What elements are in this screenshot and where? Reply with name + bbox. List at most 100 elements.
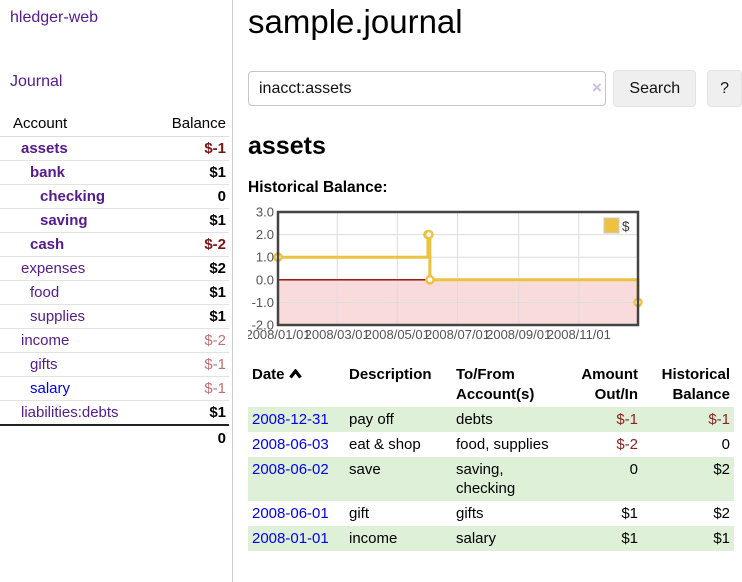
clear-search-icon[interactable]: ×	[592, 78, 602, 97]
accounts-total-row: 0	[0, 424, 229, 450]
register-cell-amount: 0	[629, 461, 638, 478]
account-balance: $-2	[154, 328, 229, 353]
register-header-tofrom: To/From Account(s)	[456, 366, 535, 403]
register-cell-balance: 0	[721, 436, 730, 453]
account-row: bank $1	[0, 160, 229, 185]
register-cell-date: 2008-01-01	[248, 526, 345, 551]
account-balance: $-1	[154, 352, 229, 377]
data-point-marker	[424, 229, 434, 240]
account-balance: $-1	[154, 136, 229, 161]
search-form: × Search ?	[248, 70, 742, 107]
account-link[interactable]: expenses	[21, 260, 86, 277]
account-row: expenses $2	[0, 256, 229, 281]
register-row: 2008-12-31 pay off debts $-1 $-1	[248, 407, 734, 432]
register-cell-accounts: debts	[456, 411, 493, 428]
register-cell-balance: $2	[713, 461, 730, 478]
search-input[interactable]	[248, 71, 607, 106]
register-cell-accounts: saving, checking	[456, 461, 516, 497]
svg-text:2008/07/01: 2008/07/01	[425, 327, 490, 342]
register-row: 2008-06-01 gift gifts $1 $2	[248, 501, 734, 526]
account-row: gifts $-1	[0, 352, 229, 377]
account-link[interactable]: liabilities:debts	[21, 404, 119, 421]
account-row: income $-2	[0, 328, 229, 353]
accounts-header-account: Account	[0, 112, 155, 137]
account-link[interactable]: bank	[30, 164, 66, 181]
svg-text:1.0: 1.0	[256, 250, 274, 265]
account-link[interactable]: food	[30, 284, 60, 301]
search-button[interactable]: Search	[613, 70, 697, 107]
account-link[interactable]: supplies	[30, 308, 86, 325]
account-balance: $1	[154, 160, 229, 185]
account-balance: $-1	[154, 376, 229, 401]
account-link[interactable]: gifts	[30, 356, 58, 373]
svg-text:2008/09/01: 2008/09/01	[486, 327, 551, 342]
account-link[interactable]: assets	[21, 140, 68, 157]
register-cell-description: eat & shop	[349, 436, 421, 453]
help-button[interactable]: ?	[707, 70, 742, 107]
transaction-date-link[interactable]: 2008-06-03	[252, 436, 329, 453]
register-cell-description: pay off	[349, 411, 394, 428]
svg-text:2008/01/01: 2008/01/01	[248, 327, 311, 342]
accounts-total-value: 0	[154, 424, 229, 450]
account-balance: $2	[154, 256, 229, 281]
account-balance: $-2	[154, 232, 229, 257]
svg-text:-2.0: -2.0	[252, 318, 274, 333]
svg-text:2008/05/01: 2008/05/01	[365, 327, 430, 342]
register-row: 2008-06-03 eat & shop food, supplies $-2 0	[248, 432, 734, 457]
register-cell-description: income	[349, 530, 398, 547]
journal-link[interactable]: Journal	[10, 73, 63, 90]
transaction-date-link[interactable]: 2008-01-01	[252, 530, 329, 547]
register-header-date[interactable]: Date	[248, 363, 345, 407]
accounts-body: assets $-1 bank $1 checking 0 saving $1 cash $-2 e…	[0, 136, 229, 450]
transaction-date-link[interactable]: 2008-06-02	[252, 461, 329, 478]
svg-text:3.0: 3.0	[256, 205, 274, 220]
legend-swatch	[603, 217, 620, 234]
svg-text:-1.0: -1.0	[252, 295, 274, 310]
register-cell-description: save	[349, 461, 381, 478]
account-heading: assets	[248, 132, 326, 160]
accounts-header-balance: Balance	[154, 112, 229, 137]
sort-ascending-icon	[288, 365, 302, 385]
transaction-date-link[interactable]: 2008-06-01	[252, 505, 329, 522]
register-header-description: Description	[349, 366, 432, 383]
sidebar-item-journal: Journal	[10, 73, 232, 91]
svg-text:2008/03/01: 2008/03/01	[305, 327, 370, 342]
app-title: hledger-web	[0, 0, 232, 27]
register-row: 2008-01-01 income salary $1 $1	[248, 526, 734, 551]
account-link[interactable]: checking	[40, 188, 106, 205]
svg-text:0.0: 0.0	[256, 272, 274, 287]
account-balance: $1	[154, 208, 229, 233]
transaction-date-link[interactable]: 2008-12-31	[252, 411, 329, 428]
register-cell-accounts: gifts	[456, 505, 484, 522]
register-header-amount: Amount Out/In	[581, 366, 638, 403]
account-row: assets $-1	[0, 136, 229, 161]
account-balance: $1	[154, 400, 229, 426]
register-header-row: Date Description To/From Account(s) Amou…	[248, 363, 734, 407]
accounts-table: Account Balance assets $-1 bank $1 checking 0…	[0, 112, 229, 450]
register-cell-description: gift	[349, 505, 370, 522]
account-balance: $1	[154, 304, 229, 329]
account-balance: $1	[154, 280, 229, 305]
register-cell-amount: $1	[621, 505, 638, 522]
account-row: cash $-2	[0, 232, 229, 257]
register-body: 2008-12-31 pay off debts $-1 $-1 2008-06-03 ea…	[248, 407, 734, 551]
account-row: liabilities:debts $1	[0, 400, 229, 426]
balance-chart: $3.0 2.0 1.0 0.0 -1.0 -2.0 2008/01/01 2008/03/0…	[245, 204, 688, 344]
register-cell-date: 2008-06-03	[248, 432, 345, 457]
account-link[interactable]: cash	[30, 236, 65, 253]
account-link[interactable]: saving	[40, 212, 88, 229]
balance-chart-svg: $3.0 2.0 1.0 0.0 -1.0 -2.02008/01/012008/03/0…	[245, 205, 643, 342]
plot-border	[276, 210, 640, 327]
register-cell-balance: $-1	[708, 411, 730, 428]
data-point-marker	[425, 275, 435, 285]
register-cell-amount: $-2	[616, 436, 638, 453]
register-cell-balance: $1	[713, 530, 730, 547]
account-row: food $1	[0, 280, 229, 305]
account-row: salary $-1	[0, 376, 229, 401]
sidebar: hledger-web Journal Account Balance asse…	[0, 0, 233, 582]
app-title-link[interactable]: hledger-web	[10, 9, 99, 26]
account-link[interactable]: income	[21, 332, 70, 349]
account-link[interactable]: salary	[30, 380, 71, 397]
register-cell-accounts: salary	[456, 530, 497, 547]
account-row: checking 0	[0, 184, 229, 209]
